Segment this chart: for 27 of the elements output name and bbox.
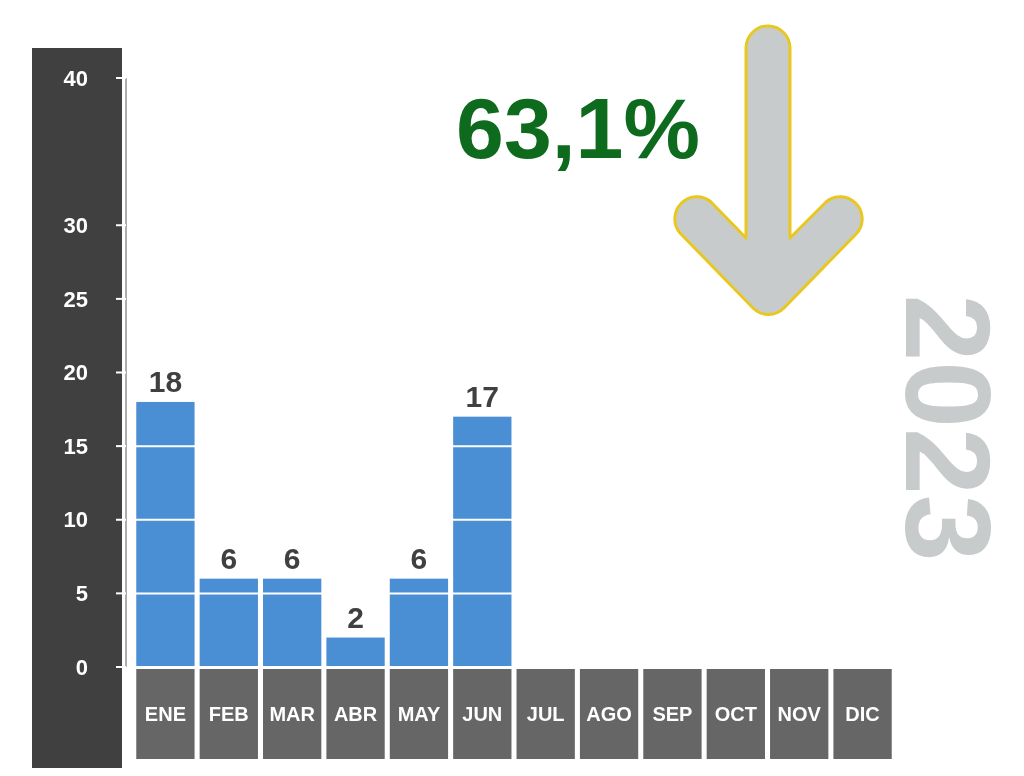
data-label: 17 bbox=[465, 379, 499, 413]
y-tick-label: 0 bbox=[75, 654, 88, 680]
x-tick-label: FEB bbox=[208, 703, 249, 725]
y-tick-label: 15 bbox=[63, 433, 88, 459]
data-label: 6 bbox=[283, 541, 301, 575]
x-tick-label: AGO bbox=[586, 703, 632, 725]
x-tick-label: OCT bbox=[714, 703, 757, 725]
x-tick-label: JUN bbox=[462, 703, 503, 725]
x-tick-label: DIC bbox=[845, 703, 880, 725]
annotation: 63,1% bbox=[456, 80, 700, 176]
x-tick-label: ENE bbox=[144, 703, 186, 725]
x-tick-label: NOV bbox=[777, 703, 822, 725]
x-tick-label: ABR bbox=[333, 703, 378, 725]
x-tick-label: MAY bbox=[397, 703, 441, 725]
y-tick-label: 5 bbox=[75, 581, 88, 607]
x-tick-label: MAR bbox=[269, 703, 316, 725]
y-tick-label: 10 bbox=[63, 507, 88, 533]
data-label: 6 bbox=[220, 541, 238, 575]
y-tick-label: 20 bbox=[63, 360, 88, 386]
y-tick-label: 40 bbox=[63, 65, 88, 91]
x-tick-label: JUL bbox=[526, 703, 565, 725]
y-tick-label: 30 bbox=[63, 212, 88, 238]
data-label: 2 bbox=[347, 600, 364, 634]
data-label: 6 bbox=[410, 541, 428, 575]
y-tick-label: 25 bbox=[63, 286, 88, 312]
x-tick-label: SEP bbox=[652, 703, 693, 725]
data-label: 18 bbox=[148, 364, 183, 398]
